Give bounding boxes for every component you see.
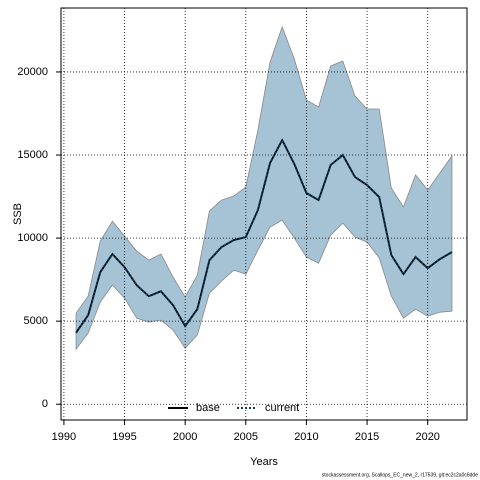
footer: stockassessment.org, Scallops_EC_new_2, … [322,472,478,478]
x-tick-label: 2005 [234,431,258,443]
legend-label: base [196,402,220,414]
x-tick-label: 1990 [52,431,76,443]
x-tick-label: 1995 [112,431,136,443]
y-tick-label: 5000 [24,315,48,327]
x-tick-label: 2015 [355,431,379,443]
x-axis-label: Years [250,456,278,468]
plot-frame [60,7,468,421]
y-tick-label: 0 [42,398,48,410]
x-tick-label: 2010 [294,431,318,443]
series-line [75,137,453,334]
y-tick-label: 10000 [17,232,48,244]
y-tick-label: 20000 [17,66,48,78]
y-axis-label: SSB [12,203,24,225]
x-tick-label: 2020 [415,431,439,443]
legend-label: current [265,402,299,414]
y-tick-label: 15000 [17,149,48,161]
x-tick-label: 2000 [173,431,197,443]
